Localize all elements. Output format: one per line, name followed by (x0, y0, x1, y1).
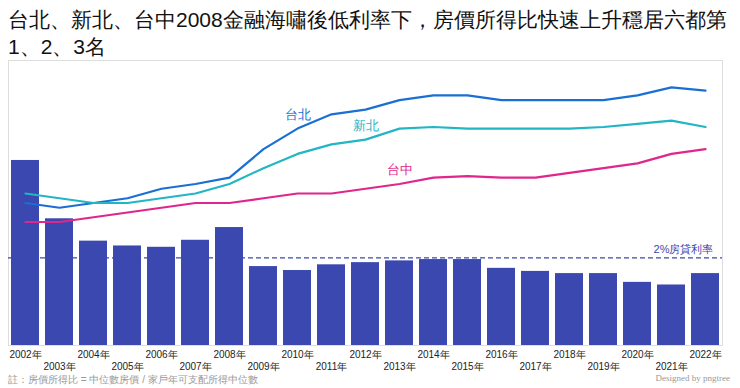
svg-text:2014年: 2014年 (417, 349, 449, 360)
svg-text:2018年: 2018年 (553, 349, 585, 360)
svg-text:2021年: 2021年 (655, 361, 687, 372)
svg-text:2016年: 2016年 (485, 349, 517, 360)
svg-text:2009年: 2009年 (247, 361, 279, 372)
svg-text:2007年: 2007年 (179, 361, 211, 372)
svg-text:2019年: 2019年 (587, 361, 619, 372)
html-text:Designed by pngtree: Designed by pngtree (655, 373, 730, 383)
html-text:台北、新北、台中2008金融海嘯後低利率下，房價所得比快速上: 台北、新北、台中2008金融海嘯後低利率下，房價所得比快速上升穩居六都第1、2、… (8, 8, 727, 58)
svg-text:2%房貸利率: 2%房貸利率 (654, 243, 714, 255)
svg-text:2020年: 2020年 (621, 349, 653, 360)
svg-text:台中: 台中 (387, 162, 413, 177)
svg-text:2003年: 2003年 (43, 361, 75, 372)
svg-text:2006年: 2006年 (145, 349, 177, 360)
svg-text:2005年: 2005年 (111, 361, 143, 372)
svg-text:2012年: 2012年 (349, 349, 381, 360)
svg-text:2015年: 2015年 (451, 361, 483, 372)
svg-text:2017年: 2017年 (519, 361, 551, 372)
svg-text:2022年: 2022年 (689, 349, 721, 360)
svg-text:2011年: 2011年 (316, 361, 348, 372)
svg-text:台北: 台北 (285, 107, 311, 122)
svg-text:2002年: 2002年 (9, 349, 41, 360)
svg-text:2004年: 2004年 (77, 349, 109, 360)
html-text:註：房價所得比 = 中位數房價 / 家戶年可支配所得中位數: 註：房價所得比 = 中位數房價 / 家戶年可支配所得中位數 (8, 374, 258, 385)
svg-text:新北: 新北 (353, 118, 379, 133)
svg-text:2010年: 2010年 (281, 349, 313, 360)
svg-text:2008年: 2008年 (213, 349, 245, 360)
svg-text:2013年: 2013年 (383, 361, 415, 372)
